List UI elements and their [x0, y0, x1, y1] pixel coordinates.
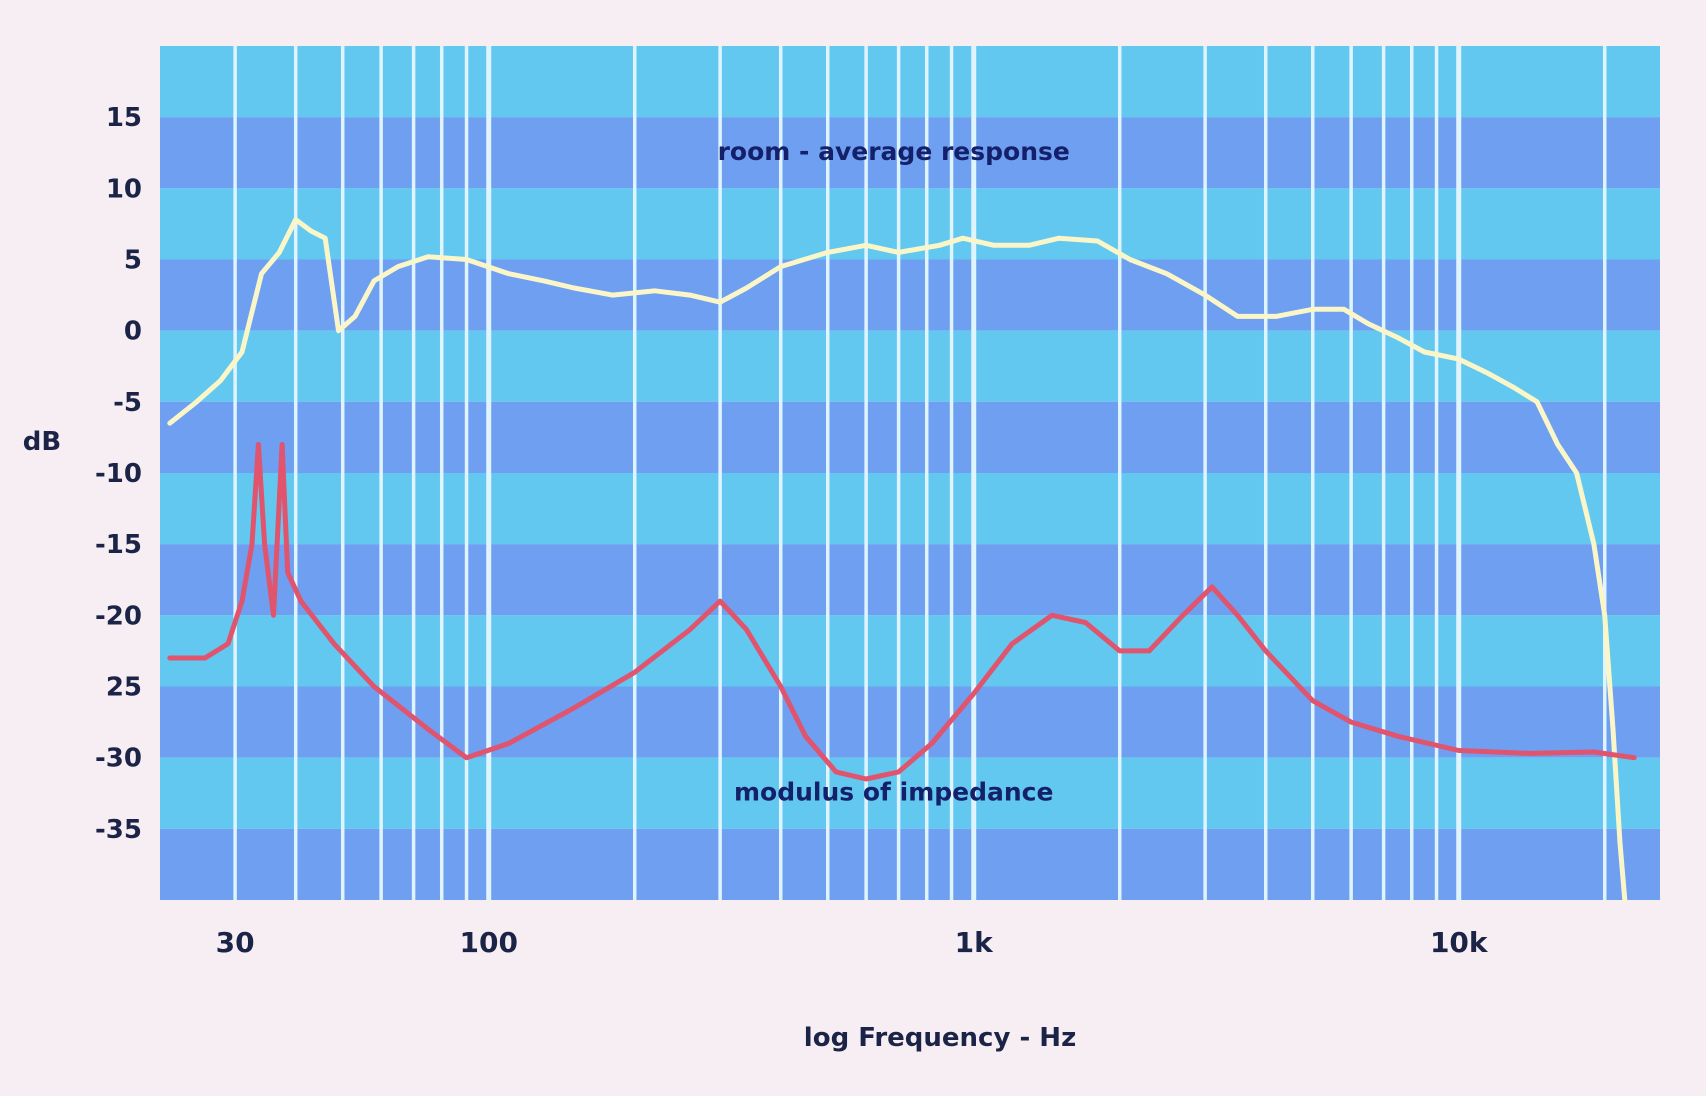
y-axis-ticks: 15 10 5 0 -5 -10 -15 -20 25 -30 -35	[95, 103, 142, 845]
annotations: room - average response modulus of impeda…	[718, 137, 1070, 806]
x-tick-label: 10k	[1430, 926, 1489, 959]
y-tick-label: 5	[124, 246, 142, 276]
x-tick-label: 30	[216, 926, 255, 959]
y-tick-label: -35	[95, 815, 142, 845]
y-tick-label: -10	[95, 459, 142, 489]
y-axis-label: dB	[23, 427, 61, 457]
y-tick-label: -30	[95, 744, 142, 774]
y-tick-label: 10	[106, 174, 142, 204]
x-tick-label: 100	[460, 926, 518, 959]
curves	[167, 217, 1637, 903]
impedance-curve	[167, 442, 1637, 782]
y-tick-label: 25	[106, 673, 142, 703]
x-axis-label: log Frequency - Hz	[804, 1023, 1076, 1053]
annotation-room-response: room - average response	[718, 137, 1070, 166]
y-tick-label: -15	[95, 530, 142, 560]
y-tick-label: 0	[124, 317, 142, 347]
frequency-gridlines	[233, 46, 1607, 900]
annotation-impedance: modulus of impedance	[734, 777, 1053, 806]
room-response-curve	[167, 217, 1628, 903]
x-tick-label: 1k	[955, 926, 994, 959]
x-axis-ticks: 30 100 1k 10k	[216, 926, 1489, 959]
y-tick-label: -20	[95, 601, 142, 631]
y-tick-label: 15	[106, 103, 142, 133]
y-tick-label: -5	[113, 388, 142, 418]
